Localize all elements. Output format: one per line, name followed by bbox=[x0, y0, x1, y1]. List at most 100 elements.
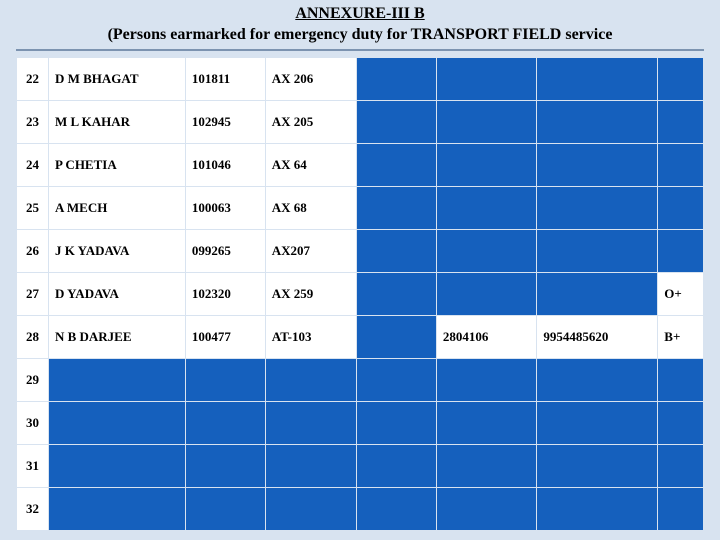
table-row: 30 bbox=[17, 401, 704, 444]
cell-c4 bbox=[357, 229, 437, 272]
doc-subtitle: (Persons earmarked for emergency duty fo… bbox=[108, 26, 613, 43]
cell-c5 bbox=[436, 186, 536, 229]
cell-c7 bbox=[658, 229, 704, 272]
cell-c5: 2804106 bbox=[436, 315, 536, 358]
cell-id: 101046 bbox=[185, 143, 265, 186]
cell-c6 bbox=[537, 272, 658, 315]
cell-c4 bbox=[357, 315, 437, 358]
cell-id bbox=[185, 401, 265, 444]
cell-id bbox=[185, 358, 265, 401]
cell-c6 bbox=[537, 100, 658, 143]
cell-name bbox=[48, 444, 185, 487]
cell-c5 bbox=[436, 100, 536, 143]
cell-c4 bbox=[357, 444, 437, 487]
cell-id: 100477 bbox=[185, 315, 265, 358]
cell-sn: 26 bbox=[17, 229, 49, 272]
cell-sn: 28 bbox=[17, 315, 49, 358]
cell-c5 bbox=[436, 229, 536, 272]
page-root: ANNEXURE-III B (Persons earmarked for em… bbox=[0, 0, 720, 540]
cell-c5 bbox=[436, 358, 536, 401]
cell-c5 bbox=[436, 272, 536, 315]
cell-sn: 24 bbox=[17, 143, 49, 186]
cell-id: 101811 bbox=[185, 57, 265, 100]
table-row: 23M L KAHAR102945AX 205 bbox=[17, 100, 704, 143]
table-row: 22D M BHAGAT101811AX 206 bbox=[17, 57, 704, 100]
cell-c5 bbox=[436, 143, 536, 186]
cell-name bbox=[48, 358, 185, 401]
cell-code: AT-103 bbox=[265, 315, 356, 358]
cell-c4 bbox=[357, 143, 437, 186]
cell-id: 102320 bbox=[185, 272, 265, 315]
cell-code bbox=[265, 444, 356, 487]
cell-name: J K YADAVA bbox=[48, 229, 185, 272]
cell-c7 bbox=[658, 487, 704, 530]
cell-sn: 31 bbox=[17, 444, 49, 487]
cell-sn: 23 bbox=[17, 100, 49, 143]
cell-code bbox=[265, 487, 356, 530]
cell-c7 bbox=[658, 100, 704, 143]
cell-c4 bbox=[357, 272, 437, 315]
cell-id: 099265 bbox=[185, 229, 265, 272]
cell-c5 bbox=[436, 401, 536, 444]
cell-sn: 22 bbox=[17, 57, 49, 100]
cell-c6 bbox=[537, 487, 658, 530]
cell-c7 bbox=[658, 186, 704, 229]
cell-name: A MECH bbox=[48, 186, 185, 229]
table-row: 26J K YADAVA099265AX207 bbox=[17, 229, 704, 272]
cell-c4 bbox=[357, 57, 437, 100]
cell-c4 bbox=[357, 401, 437, 444]
cell-c4 bbox=[357, 100, 437, 143]
cell-c4 bbox=[357, 487, 437, 530]
cell-name bbox=[48, 487, 185, 530]
cell-c5 bbox=[436, 444, 536, 487]
cell-id: 100063 bbox=[185, 186, 265, 229]
cell-id: 102945 bbox=[185, 100, 265, 143]
table-row: 25A MECH100063AX 68 bbox=[17, 186, 704, 229]
cell-c7 bbox=[658, 401, 704, 444]
table-row: 31 bbox=[17, 444, 704, 487]
table-row: 32 bbox=[17, 487, 704, 530]
cell-code: AX 206 bbox=[265, 57, 356, 100]
duty-table: 22D M BHAGAT101811AX 20623M L KAHAR10294… bbox=[16, 57, 704, 531]
cell-code: AX 259 bbox=[265, 272, 356, 315]
cell-c7 bbox=[658, 358, 704, 401]
cell-sn: 32 bbox=[17, 487, 49, 530]
cell-sn: 30 bbox=[17, 401, 49, 444]
cell-c6 bbox=[537, 57, 658, 100]
cell-c4 bbox=[357, 186, 437, 229]
cell-sn: 27 bbox=[17, 272, 49, 315]
cell-name: P CHETIA bbox=[48, 143, 185, 186]
cell-c6 bbox=[537, 229, 658, 272]
cell-c7 bbox=[658, 143, 704, 186]
header: ANNEXURE-III B (Persons earmarked for em… bbox=[16, 4, 704, 51]
cell-code: AX 68 bbox=[265, 186, 356, 229]
cell-code bbox=[265, 358, 356, 401]
cell-c6 bbox=[537, 401, 658, 444]
cell-name: M L KAHAR bbox=[48, 100, 185, 143]
cell-code: AX 205 bbox=[265, 100, 356, 143]
cell-c7: O+ bbox=[658, 272, 704, 315]
table-row: 27D YADAVA102320AX 259 O+ bbox=[17, 272, 704, 315]
doc-title: ANNEXURE-III B bbox=[295, 5, 424, 22]
cell-sn: 25 bbox=[17, 186, 49, 229]
cell-c7 bbox=[658, 444, 704, 487]
cell-c4 bbox=[357, 358, 437, 401]
cell-c6 bbox=[537, 186, 658, 229]
table-row: 29 bbox=[17, 358, 704, 401]
cell-name: N B DARJEE bbox=[48, 315, 185, 358]
cell-sn: 29 bbox=[17, 358, 49, 401]
cell-c6 bbox=[537, 358, 658, 401]
cell-id bbox=[185, 487, 265, 530]
cell-c6: 9954485620 bbox=[537, 315, 658, 358]
cell-code bbox=[265, 401, 356, 444]
cell-code: AX 64 bbox=[265, 143, 356, 186]
table-row: 28N B DARJEE100477AT-103 2804106995448562… bbox=[17, 315, 704, 358]
cell-id bbox=[185, 444, 265, 487]
cell-c6 bbox=[537, 444, 658, 487]
cell-c7: B+ bbox=[658, 315, 704, 358]
cell-c5 bbox=[436, 57, 536, 100]
cell-c6 bbox=[537, 143, 658, 186]
cell-name: D YADAVA bbox=[48, 272, 185, 315]
cell-c5 bbox=[436, 487, 536, 530]
cell-name: D M BHAGAT bbox=[48, 57, 185, 100]
